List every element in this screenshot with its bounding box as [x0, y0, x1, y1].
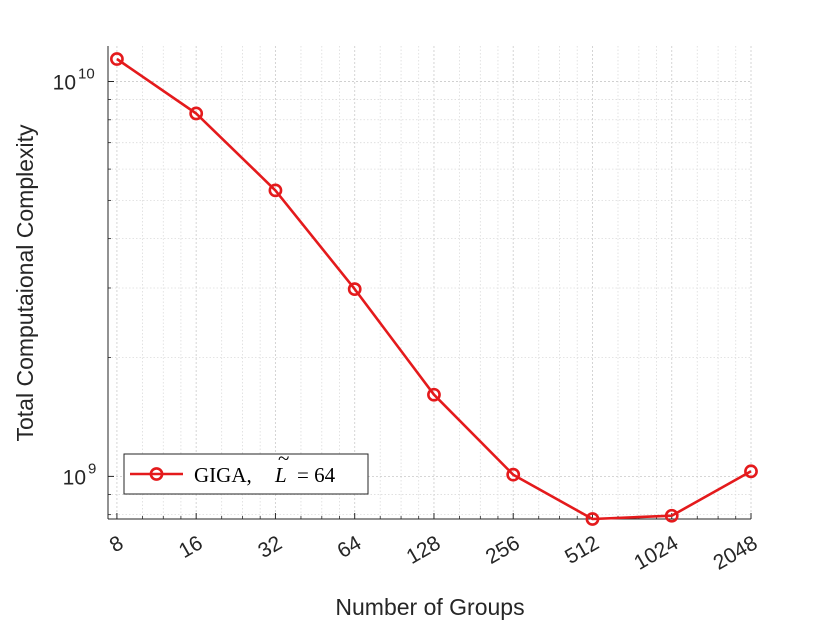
data-point-marker — [427, 387, 441, 402]
data-point-marker — [347, 282, 362, 297]
x-tick-label: 8 — [106, 531, 128, 557]
y-tick-label-exponent: 9 — [88, 460, 96, 477]
x-tick-label: 128 — [403, 531, 445, 568]
legend-label-prefix: GIGA, — [194, 463, 252, 487]
x-axis-label: Number of Groups — [335, 594, 524, 620]
axes — [107, 46, 751, 520]
x-tick-label: 512 — [561, 531, 603, 568]
data-point-marker — [664, 508, 679, 523]
x-axis-ticks: 8 16 32 64 128 256 512 1024 2048 — [106, 513, 762, 575]
legend-label-tilde: ~ — [278, 446, 289, 470]
y-axis-label: Total Computaional Complexity — [12, 124, 38, 442]
data-point-marker — [506, 467, 521, 482]
y-tick-label-base: 10 — [53, 72, 76, 95]
x-tick-label: 64 — [333, 531, 365, 563]
x-tick-label: 256 — [482, 531, 524, 568]
data-point-marker — [110, 52, 124, 66]
legend-label-variable: L — [274, 463, 287, 487]
data-point-marker — [268, 183, 283, 198]
x-tick-label: 16 — [175, 531, 207, 563]
legend-box — [123, 453, 369, 495]
x-tick-label: 1024 — [630, 531, 682, 574]
x-tick-label: 32 — [254, 531, 286, 563]
plot-area — [108, 46, 751, 519]
legend: GIGA, L ~ = 64 — [123, 446, 369, 495]
legend-label-suffix: = 64 — [297, 463, 336, 487]
data-point-marker — [585, 512, 600, 526]
series-group — [110, 52, 758, 526]
data-point-marker — [189, 106, 204, 121]
data-point-marker — [744, 464, 758, 479]
x-tick-label: 2048 — [710, 531, 762, 574]
minor-grid — [108, 46, 751, 519]
series-line — [116, 57, 752, 521]
y-tick-label-base: 10 — [63, 466, 86, 489]
legend-marker — [149, 467, 164, 481]
y-tick-label-exponent: 10 — [78, 66, 95, 83]
